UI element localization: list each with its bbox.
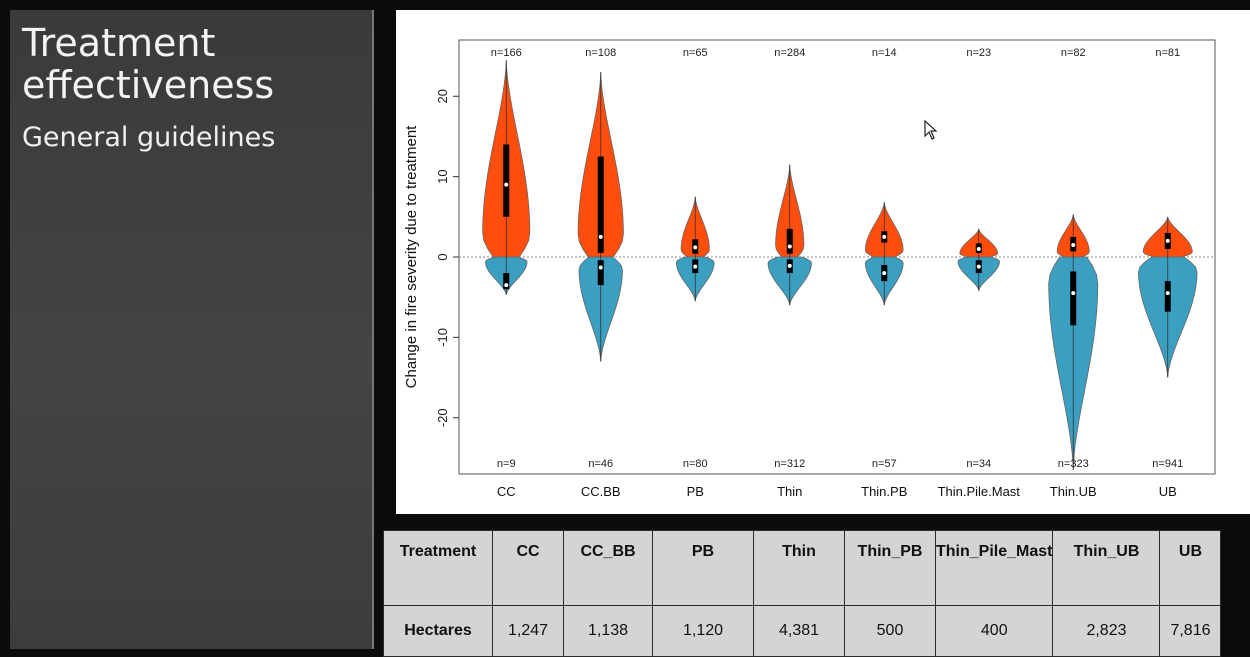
median-decrease xyxy=(693,264,698,269)
n-label-bottom: n=34 xyxy=(966,458,991,470)
table-header-cell: CC xyxy=(492,530,564,606)
n-label-top: n=108 xyxy=(585,47,616,59)
n-label-top: n=284 xyxy=(774,47,805,59)
median-decrease xyxy=(882,271,887,276)
y-tick-label: 20 xyxy=(435,89,450,103)
hectares-table-wrap: Treatment CC CC_BB PB Thin Thin_PB Thin_… xyxy=(383,530,1222,657)
box-increase xyxy=(503,144,510,217)
median-increase xyxy=(882,234,887,239)
median-increase xyxy=(598,234,603,239)
median-decrease xyxy=(1165,291,1170,296)
x-tick-label: CC.BB xyxy=(581,484,621,499)
median-decrease xyxy=(787,263,792,268)
n-label-bottom: n=80 xyxy=(683,458,708,470)
x-tick-label: Thin.UB xyxy=(1050,484,1097,499)
median-increase xyxy=(693,245,698,250)
table-header-cell: PB xyxy=(652,530,754,606)
x-tick-label: Thin.Pile.Mast xyxy=(938,484,1021,499)
table-row: Hectares 1,247 1,138 1,120 4,381 500 400… xyxy=(383,605,1222,657)
table-header-cell: CC_BB xyxy=(563,530,653,606)
n-label-top: n=166 xyxy=(491,47,522,59)
x-tick-label: PB xyxy=(687,484,704,499)
y-tick-label: -10 xyxy=(435,328,450,347)
mouse-pointer-icon xyxy=(924,120,938,140)
table-cell: 4,381 xyxy=(753,605,845,657)
slide-subtitle: General guidelines xyxy=(22,122,276,153)
median-increase xyxy=(504,182,509,187)
y-tick-label: 0 xyxy=(435,253,450,260)
table-header-cell: UB xyxy=(1159,530,1222,606)
median-decrease xyxy=(1071,291,1076,296)
box-decrease xyxy=(1164,281,1171,312)
y-axis-label: Change in fire severity due to treatment xyxy=(403,125,420,388)
box-increase xyxy=(786,228,793,254)
slide-title: Treatment effectiveness xyxy=(22,21,275,107)
median-decrease xyxy=(504,283,509,288)
n-label-bottom: n=312 xyxy=(774,458,805,470)
median-increase xyxy=(787,244,792,249)
n-label-bottom: n=57 xyxy=(872,458,897,470)
n-label-bottom: n=46 xyxy=(588,458,613,470)
box-decrease xyxy=(503,273,510,290)
n-label-top: n=82 xyxy=(1061,47,1086,59)
median-increase xyxy=(976,246,981,251)
table-header-cell: Treatment xyxy=(383,530,493,606)
median-decrease xyxy=(976,264,981,269)
table-cell: 2,823 xyxy=(1052,605,1161,657)
y-tick-label: 10 xyxy=(435,169,450,183)
table-header-row: Treatment CC CC_BB PB Thin Thin_PB Thin_… xyxy=(383,530,1222,606)
hectares-table: Treatment CC CC_BB PB Thin Thin_PB Thin_… xyxy=(383,530,1222,657)
n-label-bottom: n=9 xyxy=(497,458,516,470)
y-tick-label: -20 xyxy=(435,408,450,427)
violin-chart: -20 -10 0 10 20 Change in fire severity due t… xyxy=(396,10,1250,514)
x-tick-label: Thin.PB xyxy=(861,484,907,499)
table-header-cell: Thin_Pile_Mast xyxy=(934,530,1054,606)
n-label-bottom: n=941 xyxy=(1152,458,1183,470)
box-increase xyxy=(597,156,604,253)
chart-svg: -20 -10 0 10 20 Change in fire severity due t… xyxy=(403,39,1216,499)
box-decrease xyxy=(1070,271,1077,326)
box-decrease xyxy=(597,260,604,286)
n-label-top: n=81 xyxy=(1155,47,1180,59)
n-label-top: n=14 xyxy=(872,47,897,59)
median-decrease xyxy=(598,265,603,270)
table-cell: 7,816 xyxy=(1159,605,1222,657)
slide-title-panel xyxy=(10,10,374,649)
median-increase xyxy=(1165,238,1170,243)
x-tick-label: Thin xyxy=(777,484,802,499)
table-row-label: Hectares xyxy=(383,605,493,657)
table-cell: 1,138 xyxy=(563,605,653,657)
n-label-top: n=23 xyxy=(966,47,991,59)
x-tick-label: CC xyxy=(497,484,516,499)
median-increase xyxy=(1071,242,1076,247)
table-header-cell: Thin_PB xyxy=(844,530,936,606)
x-tick-label: UB xyxy=(1159,484,1177,499)
table-header-cell: Thin_UB xyxy=(1052,530,1161,606)
n-label-top: n=65 xyxy=(683,47,708,59)
table-cell: 1,247 xyxy=(492,605,564,657)
table-cell: 1,120 xyxy=(652,605,754,657)
table-header-cell: Thin xyxy=(753,530,845,606)
n-label-bottom: n=323 xyxy=(1058,458,1089,470)
